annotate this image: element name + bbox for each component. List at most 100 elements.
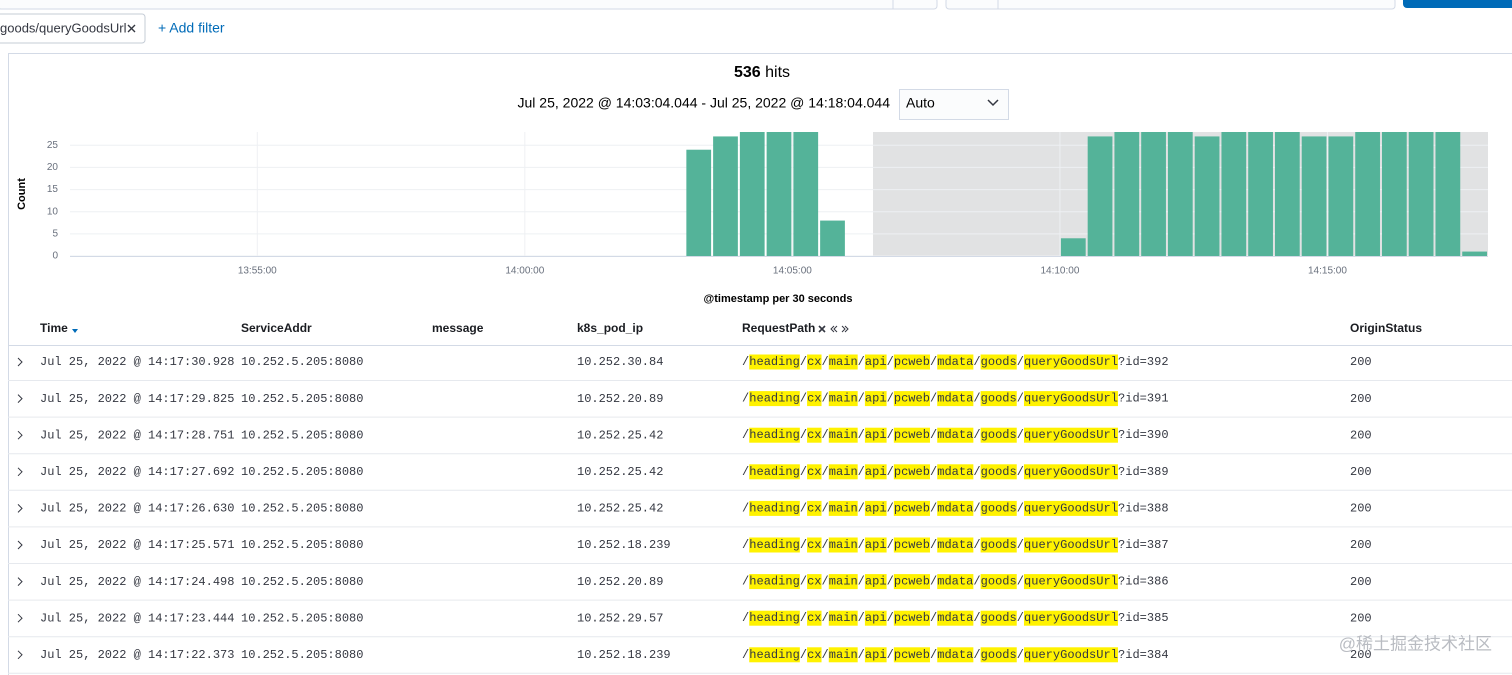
path-segment: / [858, 575, 865, 589]
highlight [893, 427, 930, 443]
interval-select[interactable] [899, 89, 1009, 120]
date-picker[interactable] [945, 0, 1396, 10]
cell: /heading/cx/main/api/pcweb/mdata/goods/q… [742, 611, 1169, 625]
bar [713, 136, 738, 256]
highlight [980, 647, 1017, 663]
path-segment: heading [749, 575, 800, 589]
expand-row[interactable] [17, 613, 23, 623]
y-tick-label: 25 [47, 140, 59, 151]
query-string: ?id=391 [1118, 392, 1169, 406]
path-segment: heading [749, 355, 800, 369]
x-tick-label: 13:55:00 [238, 266, 277, 277]
path-segment: / [742, 575, 749, 589]
cell: Jul 25, 2022 @ 14:17:27.692 [40, 465, 234, 479]
cell: 200 [1350, 355, 1372, 369]
path-segment: heading [749, 428, 800, 442]
path-segment: / [1017, 611, 1024, 625]
path-segment: api [865, 575, 887, 589]
path-segment: cx [807, 611, 821, 625]
expand-row[interactable] [17, 467, 23, 477]
y-tick-label: 5 [52, 228, 58, 239]
bar [820, 220, 845, 256]
query-input[interactable] [0, 0, 938, 10]
bar [1114, 132, 1140, 256]
highlight [1023, 574, 1118, 590]
path-segment: / [930, 392, 937, 406]
cell: 10.252.5.205:8080 [241, 538, 363, 552]
highlight [893, 610, 930, 626]
expand-row[interactable] [17, 577, 23, 586]
cell: /heading/cx/main/api/pcweb/mdata/goods/q… [742, 648, 1169, 662]
expand-row[interactable] [17, 394, 23, 403]
hits-label: hits [765, 64, 790, 81]
path-segment: mdata [937, 611, 973, 625]
bar [793, 132, 819, 256]
y-tick-label: 20 [47, 162, 59, 173]
expand-row[interactable] [17, 540, 23, 550]
expand-row[interactable] [17, 430, 23, 440]
bar [1435, 132, 1461, 256]
query-string: ?id=390 [1118, 428, 1169, 442]
path-segment: goods [981, 392, 1017, 406]
path-segment: / [858, 611, 865, 625]
time-range: Jul 25, 2022 @ 14:03:04.044 - Jul 25, 20… [518, 95, 891, 111]
path-segment: cx [807, 465, 821, 479]
path-segment: / [822, 575, 829, 589]
cell: 10.252.5.205:8080 [241, 465, 363, 479]
path-segment: / [930, 465, 937, 479]
column-header: message [432, 321, 484, 335]
path-segment: / [973, 465, 980, 479]
expand-row[interactable] [17, 357, 23, 367]
path-segment: / [858, 648, 865, 662]
path-segment: cx [807, 392, 821, 406]
path-segment: / [1017, 502, 1024, 516]
path-segment: / [822, 502, 829, 516]
highlight [807, 391, 822, 407]
bar [1274, 132, 1300, 256]
path-segment: / [822, 648, 829, 662]
path-segment: / [973, 538, 980, 552]
path-segment: / [800, 465, 807, 479]
highlight [937, 354, 974, 370]
cell: /heading/cx/main/api/pcweb/mdata/goods/q… [742, 355, 1169, 369]
path-segment: / [742, 392, 749, 406]
path-segment: pcweb [894, 648, 930, 662]
add-filter[interactable]: + Add filter [158, 20, 225, 36]
refresh-button[interactable] [1403, 0, 1512, 8]
path-segment: / [858, 538, 865, 552]
remove-column-icon [818, 325, 826, 333]
path-segment: queryGoodsUrl [1024, 648, 1118, 662]
x-tick-label: 14:10:00 [1040, 266, 1079, 277]
path-segment: / [1017, 392, 1024, 406]
cell: /heading/cx/main/api/pcweb/mdata/goods/q… [742, 538, 1169, 552]
bar [1248, 132, 1273, 256]
path-segment: / [973, 648, 980, 662]
cell: Jul 25, 2022 @ 14:17:24.498 [40, 575, 234, 589]
path-segment: / [800, 575, 807, 589]
cell: 10.252.5.205:8080 [241, 428, 363, 442]
path-segment: api [865, 648, 887, 662]
cell: 10.252.29.57 [577, 611, 663, 625]
path-segment: api [865, 538, 887, 552]
filter-pill[interactable] [0, 13, 146, 44]
expand-row[interactable] [17, 650, 23, 660]
highlight [828, 354, 858, 370]
cell: 10.252.25.42 [577, 428, 663, 442]
path-segment: / [742, 502, 749, 516]
filter-remove[interactable] [127, 24, 136, 33]
cell: 10.252.5.205:8080 [241, 502, 363, 516]
bar [1355, 132, 1380, 256]
path-segment: cx [807, 428, 821, 442]
path-segment: / [822, 538, 829, 552]
highlight [749, 427, 800, 443]
path-segment: / [742, 611, 749, 625]
highlight [937, 610, 974, 626]
path-segment: queryGoodsUrl [1024, 392, 1118, 406]
path-segment: / [1017, 428, 1024, 442]
highlight [937, 500, 974, 516]
path-segment: / [887, 428, 894, 442]
path-segment: / [973, 502, 980, 516]
path-segment: queryGoodsUrl [1024, 465, 1118, 479]
cell: 200 [1350, 502, 1372, 516]
expand-row[interactable] [17, 504, 23, 513]
